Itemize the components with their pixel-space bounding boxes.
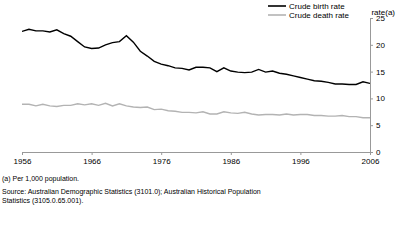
y-tick-label: 0 xyxy=(376,148,381,157)
chart: 1956196619761986199620060510152025Crude … xyxy=(0,0,397,227)
legend-label: Crude birth rate xyxy=(289,2,345,11)
y-tick-mark xyxy=(370,72,373,73)
y-tick: 10 xyxy=(370,94,385,103)
y-tick-label: 5 xyxy=(376,121,381,130)
y-tick: 0 xyxy=(370,148,381,157)
x-tick-mark xyxy=(92,152,93,155)
annotation: (a) Per 1,000 population. xyxy=(2,175,79,183)
y-axis-title: rate(a) xyxy=(371,8,395,17)
x-tick-label: 1986 xyxy=(222,157,240,166)
x-tick-label: 1996 xyxy=(292,157,310,166)
legend-label: Crude death rate xyxy=(289,11,350,20)
y-tick: 20 xyxy=(370,41,385,50)
y-tick: 15 xyxy=(370,68,385,77)
x-axis: 1956 1966 1976 1986 1996 2006 xyxy=(14,152,380,166)
x-tick-mark xyxy=(22,152,23,155)
legend-swatch xyxy=(268,14,286,16)
y-axis: 0510152025 xyxy=(370,14,385,157)
series-line xyxy=(22,103,370,117)
x-tick-label: 1976 xyxy=(153,157,171,166)
y-tick-mark xyxy=(370,152,373,153)
y-tick-mark xyxy=(370,45,373,46)
x-tick: 1986 xyxy=(222,152,240,166)
x-tick-mark xyxy=(161,152,162,155)
x-tick: 1996 xyxy=(292,152,310,166)
y-tick-mark xyxy=(370,18,373,19)
y-axis-line xyxy=(371,19,374,153)
x-axis-line xyxy=(23,153,371,156)
x-tick: 1976 xyxy=(153,152,171,166)
x-tick: 1966 xyxy=(83,152,101,166)
annotation: Statistics (3105.0.65.001). xyxy=(2,197,83,205)
y-tick-mark xyxy=(370,98,373,99)
y-tick-label: 15 xyxy=(376,68,385,77)
x-tick-label: 1966 xyxy=(83,157,101,166)
x-tick-label: 1956 xyxy=(14,157,32,166)
y-tick-mark xyxy=(370,125,373,126)
x-tick-label: 2006 xyxy=(362,157,380,166)
annotation: Source: Australian Demographic Statistic… xyxy=(2,188,261,196)
series-line xyxy=(22,29,370,84)
y-tick-label: 20 xyxy=(376,41,385,50)
x-tick-mark xyxy=(300,152,301,155)
y-tick: 5 xyxy=(370,121,381,130)
legend-swatch xyxy=(268,5,286,7)
plot-area xyxy=(22,29,370,117)
legend: Crude birth rateCrude death rate xyxy=(268,2,350,20)
y-tick-label: 10 xyxy=(376,94,385,103)
x-tick: 1956 xyxy=(14,152,32,166)
x-tick-mark xyxy=(231,152,232,155)
